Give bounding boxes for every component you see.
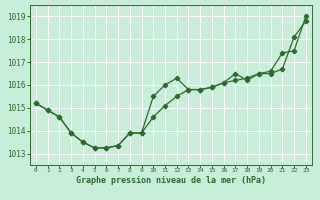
X-axis label: Graphe pression niveau de la mer (hPa): Graphe pression niveau de la mer (hPa) [76, 176, 266, 185]
